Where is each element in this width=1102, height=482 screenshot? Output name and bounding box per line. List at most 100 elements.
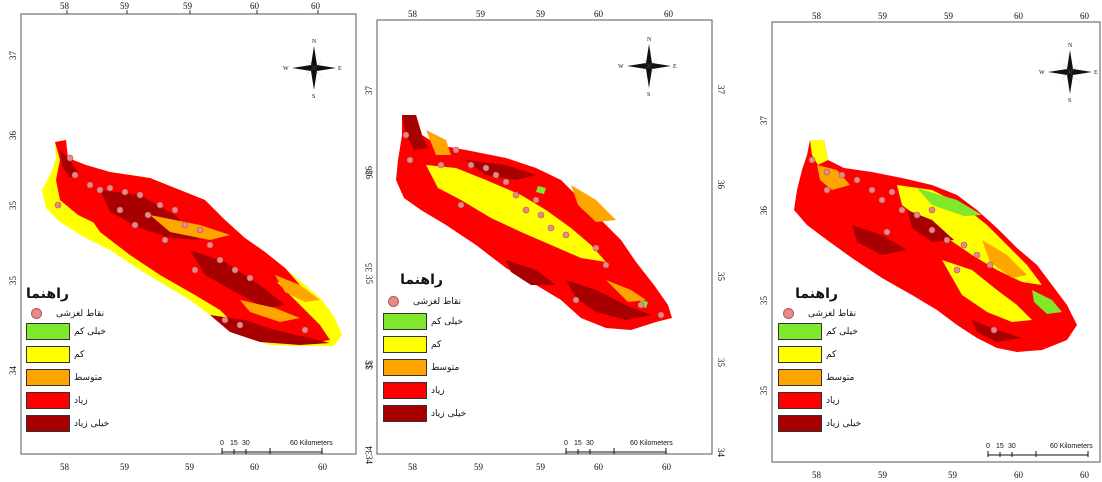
map-2-left-tick: 35 (364, 263, 374, 273)
legend-class-label: متوسط (74, 372, 103, 383)
map-1-top-tick: 59 (183, 1, 193, 11)
legend-class-label: کم (431, 339, 442, 350)
legend-class-label: کم (826, 349, 837, 360)
map-1-top-tick: 60 (311, 1, 321, 11)
legend-swatch (26, 415, 70, 432)
map-1-top-tick: 58 (60, 1, 70, 11)
map-3-svg: 58 59 59 60 60 58 59 59 60 60 37 36 35 3… (759, 11, 1101, 480)
legend-class-row: خیلی کم (383, 313, 503, 330)
legend-class-label: خیلی کم (74, 326, 106, 337)
map-2-left-tick: 34 (364, 446, 374, 456)
map-2-svg: 58 59 59 60 60 58 59 59 60 60 37 36 35 3… (364, 9, 726, 472)
map-1-bottom-tick: 60 (318, 462, 328, 472)
map-2-left-tick: 35 (364, 361, 374, 371)
map-1-top-tick: 60 (250, 1, 260, 11)
map-2-bottom-tick: 60 (594, 462, 604, 472)
north-arrow-icon: N S E W (1039, 43, 1098, 104)
map-3-left-tick: 35 (759, 296, 769, 306)
map-1-top-tick: 59 (120, 1, 130, 11)
legend-class-label: زیاد (74, 395, 88, 406)
map-2-top-tick: 60 (664, 9, 674, 19)
scale-bar-3: 0 15 30 60 Kilometers (986, 443, 1093, 457)
legend-class-label: زیاد (826, 395, 840, 406)
legend-swatch (26, 346, 70, 363)
compass-w: W (283, 66, 289, 72)
map-3-top-tick: 58 (812, 11, 822, 21)
compass-n: N (647, 37, 652, 43)
legend-title: راهنما (26, 286, 69, 302)
legend-swatch (26, 323, 70, 340)
map-panel-2: 58 59 59 60 60 58 59 59 60 60 37 36 35 3… (364, 0, 732, 482)
map-1-right-tick: 35 (364, 360, 374, 370)
map-2-bottom-tick: 59 (536, 462, 546, 472)
map-1-left-tick: 35 (8, 276, 18, 286)
scale-bar-2: 0 15 30 60 Kilometers (564, 440, 673, 454)
map-1-left-tick: 35 (8, 201, 18, 211)
map-3-top-tick: 59 (944, 11, 954, 21)
legend-class-row: کم (383, 336, 503, 353)
map-2-right-tick: 37 (716, 85, 726, 95)
legend-swatch (26, 392, 70, 409)
map-1-right-tick: 35 (364, 275, 374, 285)
map-2-right-tick: 35 (716, 272, 726, 282)
landslide-point-icon (31, 308, 42, 319)
map-2-bottom-tick: 59 (474, 462, 484, 472)
legend-class-label: متوسط (826, 372, 855, 383)
map-3-left-ticks: 37 36 35 35 (759, 116, 769, 396)
legend-swatch (778, 415, 822, 432)
map-3-top-tick: 60 (1080, 11, 1090, 21)
legend-swatch (383, 313, 427, 330)
map-1-svg: 58 59 59 60 60 58 59 59 60 60 37 36 35 3… (8, 1, 374, 472)
scale-bar-1: 0 15 30 60 Kilometers (220, 440, 333, 454)
legend-class-label: متوسط (431, 362, 460, 373)
map-2-left-ticks: 37 36 35 35 34 (364, 86, 374, 456)
legend-class-label: زیاد (431, 385, 445, 396)
landslide-points-3 (808, 156, 998, 334)
map-2-right-tick: 34 (716, 448, 726, 458)
scale-label: 60 Kilometers (630, 440, 673, 447)
map-3-bottom-tick: 60 (1014, 470, 1024, 480)
legend-class-label: خیلی زیاد (431, 408, 467, 419)
map-1-right-ticks: 36 35 35 34 (364, 170, 374, 465)
legend-swatch (778, 323, 822, 340)
map-1-bottom-tick: 60 (250, 462, 260, 472)
map-2-top-tick: 60 (594, 9, 604, 19)
legend-class-row: زیاد (383, 382, 503, 399)
legend-class-label: خیلی زیاد (826, 418, 862, 429)
map-1-right-tick: 34 (364, 455, 374, 465)
compass-s: S (1068, 98, 1071, 104)
legend-swatch (778, 346, 822, 363)
map-3-bottom-tick: 59 (878, 470, 888, 480)
legend-swatch (383, 336, 427, 353)
legend-point-row: نقاط لغزشی (383, 296, 503, 307)
map-1-bottom-ticks: 58 59 59 60 60 (60, 462, 328, 472)
compass-e: E (1094, 70, 1098, 76)
map-3-top-tick: 59 (878, 11, 888, 21)
map-2-right-tick: 36 (716, 180, 726, 190)
scale-label: 15 (574, 440, 582, 447)
legend-class-label: خیلی کم (826, 326, 858, 337)
north-arrow-icon: N S E W (618, 37, 677, 98)
landslide-points-2 (402, 131, 665, 319)
map-2-top-ticks: 58 59 59 60 60 (408, 9, 674, 19)
scale-label: 0 (564, 440, 568, 447)
map-2-right-ticks: 37 36 35 35 34 (716, 85, 726, 458)
compass-e: E (338, 66, 342, 72)
legend-point-label: نقاط لغزشی (56, 308, 105, 319)
map-1-left-tick: 36 (8, 131, 18, 141)
scale-label: 60 Kilometers (290, 440, 333, 447)
map-1-frame (20, 13, 357, 455)
scale-label: 60 Kilometers (1050, 443, 1093, 450)
compass-s: S (647, 92, 650, 98)
legend-2: راهنما نقاط لغزشی خیلی کم کم متوسط زیاد … (383, 272, 503, 422)
scale-label: 30 (242, 440, 250, 447)
legend-title: راهنما (400, 272, 443, 288)
map-3-bottom-tick: 59 (948, 470, 958, 480)
map-2-top-tick: 59 (476, 9, 486, 19)
compass-w: W (1039, 70, 1045, 76)
legend-class-row: متوسط (383, 359, 503, 376)
scale-label: 30 (1008, 443, 1016, 450)
map-1-left-tick: 37 (8, 51, 18, 61)
scale-label: 30 (586, 440, 594, 447)
legend-title: راهنما (795, 286, 838, 302)
